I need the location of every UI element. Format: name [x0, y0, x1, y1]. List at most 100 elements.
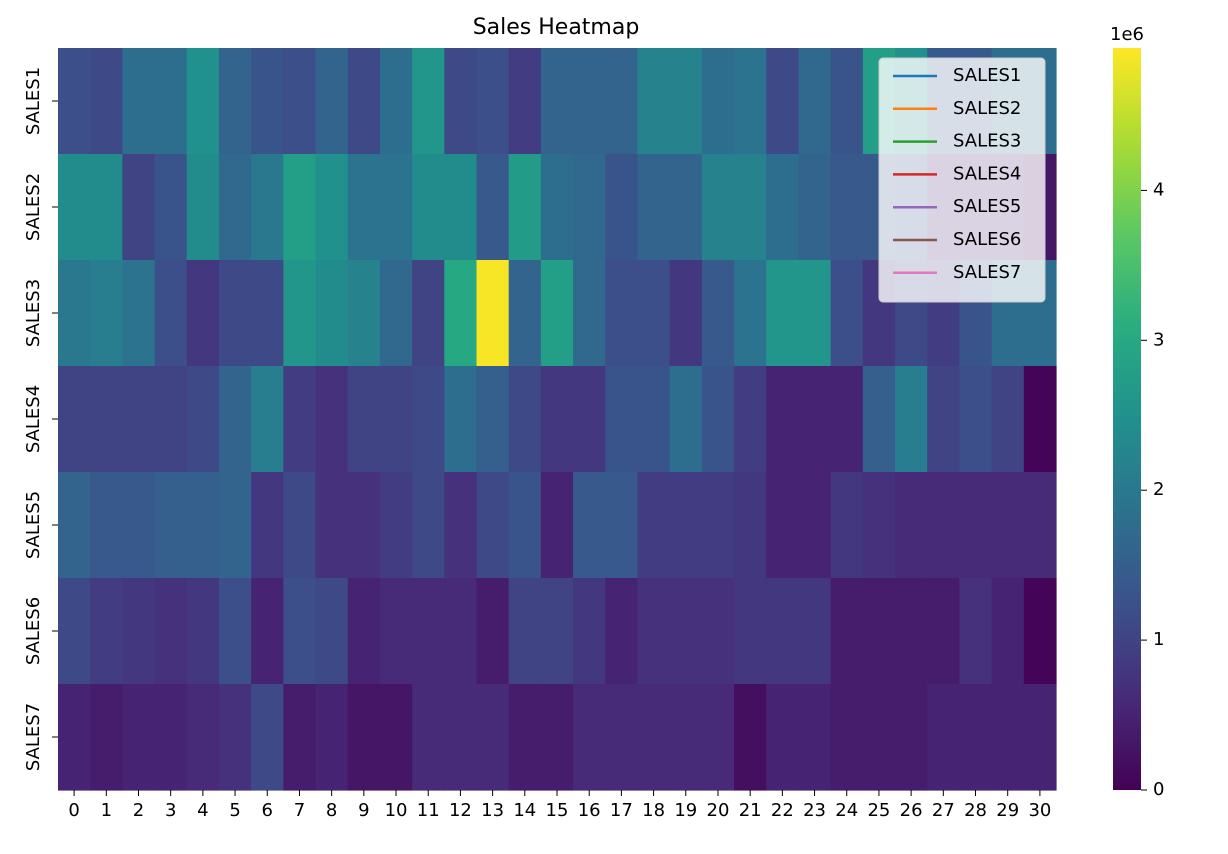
heatmap-cell [251, 48, 284, 155]
heatmap-cell [476, 48, 510, 155]
x-tick-label: 23 [803, 800, 826, 821]
colorbar-tick-label: 3 [1153, 329, 1164, 350]
heatmap-cell [605, 48, 639, 155]
heatmap-cell [186, 472, 220, 579]
heatmap-cell [347, 578, 381, 685]
heatmap-cell [251, 578, 284, 685]
colorbar-gradient [1113, 48, 1141, 790]
x-tick-label: 29 [996, 800, 1019, 821]
heatmap-cell [444, 48, 478, 155]
legend: SALES1 SALES2 SALES3 SALES4 SALES5 SALES6 SALE… [878, 57, 1046, 303]
heatmap-cell [734, 684, 767, 791]
y-tick-label: SALES6 [23, 597, 44, 665]
heatmap-cell [637, 260, 671, 367]
heatmap-cell [540, 472, 574, 579]
heatmap-cell [283, 578, 317, 685]
heatmap-cell [605, 472, 639, 579]
heatmap-cell [959, 472, 993, 579]
heatmap-cell [154, 154, 188, 261]
colorbar-tick-label: 0 [1153, 779, 1164, 800]
heatmap-cell [58, 472, 91, 579]
heatmap-cell [540, 260, 574, 367]
x-tick-label: 17 [610, 800, 633, 821]
heatmap-cell [830, 366, 864, 473]
heatmap-cell [122, 684, 156, 791]
x-tick-label: 15 [546, 800, 569, 821]
heatmap-cell [701, 684, 735, 791]
heatmap-cell [508, 48, 542, 155]
x-tick-label: 8 [326, 800, 337, 821]
heatmap-cell [315, 578, 349, 685]
heatmap-cell [315, 48, 349, 155]
heatmap-cell [959, 578, 993, 685]
heatmap-cell [186, 366, 220, 473]
heatmap-cell [637, 366, 671, 473]
heatmap-cell [154, 366, 188, 473]
x-tick-label: 16 [578, 800, 601, 821]
heatmap-cell [766, 684, 800, 791]
x-tick-label: 28 [964, 800, 987, 821]
heatmap-cell [444, 154, 478, 261]
chart-title: Sales Heatmap [473, 15, 640, 40]
heatmap-cell [476, 366, 510, 473]
heatmap-cell [90, 48, 123, 155]
heatmap-cell [251, 472, 284, 579]
x-tick-label: 1 [101, 800, 112, 821]
heatmap-cell [90, 154, 123, 261]
heatmap-cell [669, 366, 703, 473]
heatmap-cell [347, 366, 381, 473]
heatmap-cell [669, 48, 703, 155]
x-tick-label: 12 [449, 800, 472, 821]
heatmap-cell [315, 154, 349, 261]
heatmap-cell [701, 48, 735, 155]
x-tick-label: 19 [674, 800, 697, 821]
heatmap-cell [573, 48, 606, 155]
heatmap-cell [927, 684, 961, 791]
x-tick-label: 22 [771, 800, 794, 821]
heatmap-cell [669, 684, 703, 791]
heatmap-cell [862, 684, 896, 791]
heatmap-cell [476, 260, 510, 367]
heatmap-cell [573, 684, 606, 791]
heatmap-cell [669, 260, 703, 367]
heatmap-cell [540, 684, 574, 791]
heatmap-cell [798, 366, 832, 473]
heatmap-cell [283, 154, 317, 261]
x-tick-label: 13 [481, 800, 504, 821]
heatmap-cell [573, 472, 606, 579]
heatmap-cell [508, 154, 542, 261]
heatmap-cell [283, 366, 317, 473]
heatmap-cell [315, 366, 349, 473]
legend-label-sales2: SALES2 [953, 98, 1021, 119]
colorbar-tick-label: 2 [1153, 479, 1164, 500]
heatmap-cell [444, 366, 478, 473]
heatmap-cell [734, 472, 767, 579]
heatmap-cell [154, 472, 188, 579]
heatmap-cell [58, 578, 91, 685]
heatmap-cell [573, 260, 606, 367]
y-tick-label: SALES7 [23, 703, 44, 771]
heatmap-cell [798, 578, 832, 685]
heatmap-cell [347, 472, 381, 579]
heatmap-cell [991, 472, 1025, 579]
heatmap-cell [154, 48, 188, 155]
heatmap-cell [186, 684, 220, 791]
y-tick-label: SALES5 [23, 491, 44, 559]
heatmap-cell [830, 578, 864, 685]
heatmap-cell [766, 48, 800, 155]
heatmap-cell [701, 260, 735, 367]
heatmap-cell [90, 260, 123, 367]
heatmap-cell [508, 366, 542, 473]
heatmap-cell [959, 684, 993, 791]
heatmap-cell [637, 684, 671, 791]
heatmap-cell [637, 48, 671, 155]
heatmap-cell [895, 684, 928, 791]
heatmap-cell [186, 48, 220, 155]
x-tick-label: 14 [513, 800, 536, 821]
y-tick-label: SALES2 [23, 173, 44, 241]
heatmap-cell [508, 472, 542, 579]
heatmap-cell [605, 366, 639, 473]
heatmap-cell [379, 48, 413, 155]
